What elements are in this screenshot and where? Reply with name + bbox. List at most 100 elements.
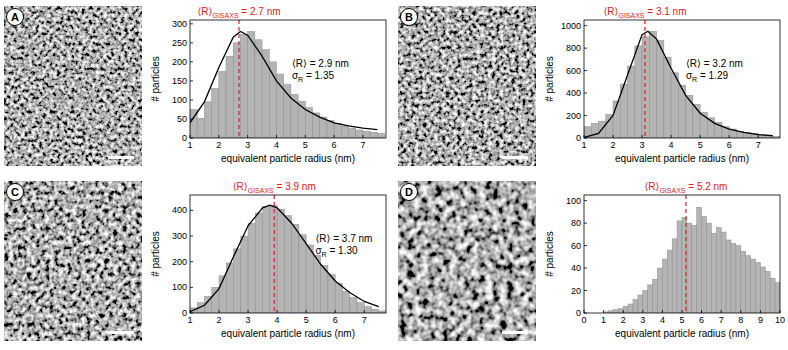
bar [711, 233, 716, 313]
gisaxs-label-main: ⟨R⟩ [197, 6, 212, 17]
bar [349, 128, 356, 138]
plot-marks [584, 20, 780, 138]
bar [204, 102, 211, 138]
x-tick [364, 310, 365, 313]
x-tick-label: 4 [669, 140, 674, 150]
panel: C12345670100200300400equivalent particle… [4, 181, 386, 341]
sigma-label-tail: = 1.29 [697, 70, 728, 81]
x-tick [305, 135, 306, 138]
gisaxs-label: ⟨R⟩GISAXS = 3.1 nm [603, 6, 686, 19]
x-tick [662, 310, 663, 313]
fit-curve [190, 205, 379, 311]
bar [746, 256, 751, 313]
x-tick-label: 5 [304, 315, 309, 325]
sem-image [398, 6, 536, 166]
x-tick [623, 310, 624, 313]
x-tick-label: 7 [360, 140, 365, 150]
bar [248, 223, 255, 313]
x-tick [277, 310, 278, 313]
scale-bar [108, 331, 134, 334]
panel-letter-circle [7, 184, 24, 201]
sigma-label: σR = 1.30 [315, 245, 358, 258]
y-tick-label: 20 [571, 286, 581, 296]
x-tick-label: 4 [275, 315, 280, 325]
y-tick-label: 200 [172, 57, 187, 67]
bar [364, 307, 371, 313]
x-tick-label: 2 [621, 315, 626, 325]
y-tick [190, 313, 193, 314]
y-tick [584, 200, 587, 201]
x-tick-label: 7 [362, 315, 367, 325]
bar [633, 300, 638, 313]
x-tick [334, 135, 335, 138]
y-tick [584, 70, 587, 71]
x-tick [584, 135, 585, 138]
bar [731, 243, 736, 313]
bar [707, 223, 712, 313]
panel-letter: A [11, 11, 19, 23]
y-tick [584, 290, 587, 291]
gisaxs-line [238, 20, 239, 138]
y-axis-title: # particles [150, 56, 161, 102]
x-tick [642, 135, 643, 138]
panel-letter-circle [401, 9, 418, 26]
bar [736, 246, 741, 313]
y-tick [584, 48, 587, 49]
bar [219, 71, 226, 138]
bar [721, 232, 726, 313]
y-tick-label: 0 [182, 308, 187, 318]
y-tick-label: 100 [172, 95, 187, 105]
y-tick-label: 0 [576, 133, 581, 143]
y-tick [584, 138, 587, 139]
panel-letter: D [405, 186, 413, 198]
bar [648, 285, 653, 313]
x-tick [190, 135, 191, 138]
gisaxs-label-tail: = 5.2 nm [685, 181, 727, 192]
x-tick-label: 2 [216, 140, 221, 150]
bar [313, 255, 320, 313]
x-axis-title: equivalent particle radius (nm) [615, 153, 749, 164]
scale-bar [108, 156, 134, 159]
y-tick-label: 1000 [561, 21, 581, 31]
y-tick [584, 115, 587, 116]
bar [623, 306, 628, 313]
bar [241, 236, 248, 313]
bar [292, 225, 299, 314]
y-tick [584, 93, 587, 94]
y-tick [190, 287, 193, 288]
panel-letter-circle [401, 184, 418, 201]
bar [197, 118, 204, 138]
y-tick-label: 800 [566, 43, 581, 53]
x-tick [247, 135, 248, 138]
panel-letter: B [405, 11, 413, 23]
gisaxs-label-sub: GISAXS [659, 187, 685, 194]
gisaxs-label: ⟨R⟩GISAXS = 2.7 nm [197, 6, 280, 19]
bar [697, 207, 702, 313]
bar [370, 132, 377, 138]
gisaxs-label-main: ⟨R⟩ [644, 181, 659, 192]
bar [284, 85, 291, 138]
gisaxs-label-sub: GISAXS [248, 187, 274, 194]
y-tick [584, 268, 587, 269]
sigma-label-tail: = 1.35 [303, 70, 334, 81]
y-tick-label: 40 [571, 263, 581, 273]
x-tick [219, 310, 220, 313]
bar [741, 251, 746, 313]
bar [643, 291, 648, 313]
bar [606, 114, 613, 138]
x-tick [613, 135, 614, 138]
bar [357, 303, 364, 313]
y-tick [190, 61, 193, 62]
y-tick-label: 600 [566, 66, 581, 76]
bar [356, 130, 363, 138]
bar [212, 89, 219, 138]
bar [635, 46, 642, 138]
y-axis-title: # particles [544, 231, 555, 277]
gisaxs-label-tail: = 3.9 nm [274, 181, 316, 192]
bar [658, 268, 663, 313]
bar [751, 259, 756, 313]
gisaxs-label-sub: GISAXS [618, 12, 644, 19]
bar [284, 216, 291, 313]
y-tick-label: 100 [172, 282, 187, 292]
x-tick-label: 2 [217, 315, 222, 325]
